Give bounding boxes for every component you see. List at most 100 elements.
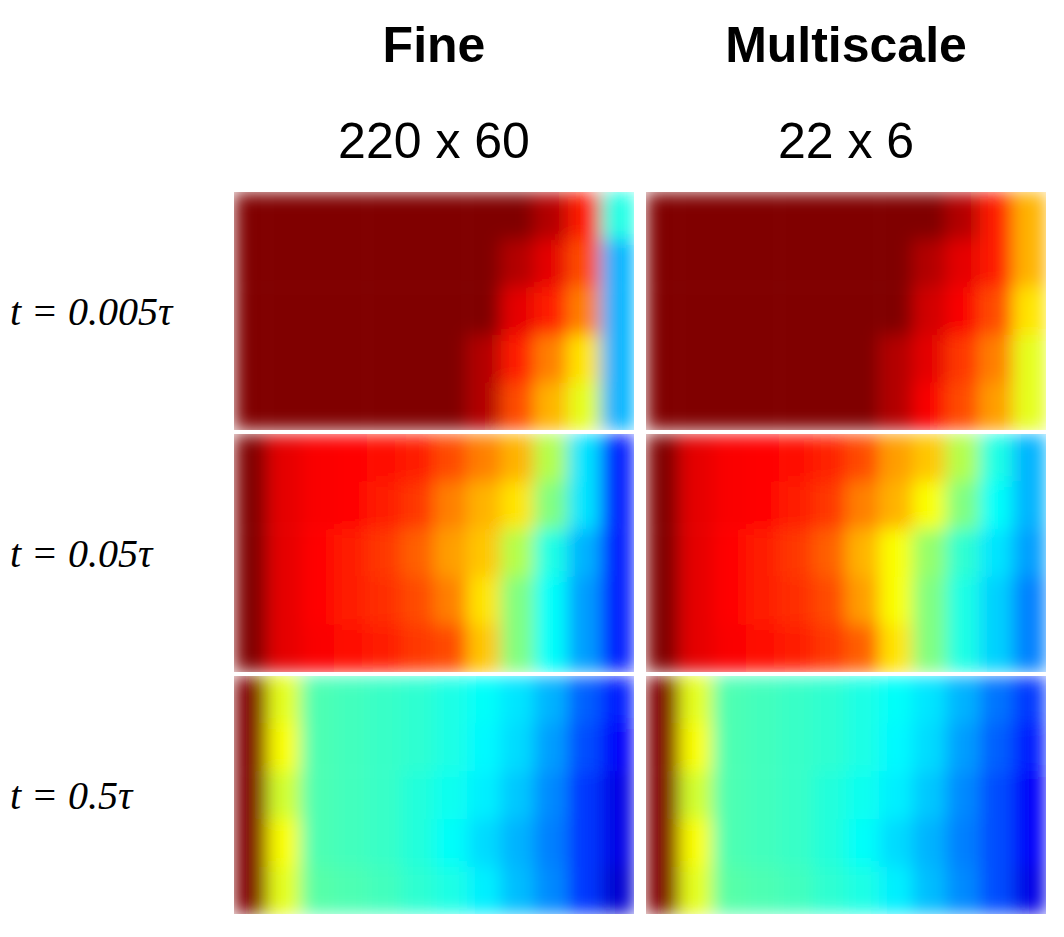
heatmap-cell <box>301 529 335 577</box>
heatmap-cell <box>646 724 680 772</box>
heatmap-cell <box>946 819 980 867</box>
heatmap-cell <box>501 676 535 724</box>
heatmap-cell <box>267 529 301 577</box>
heatmap-cell <box>467 287 501 335</box>
heatmap-cell <box>946 771 980 819</box>
heatmap-cell <box>846 240 880 288</box>
heatmap-cell <box>946 724 980 772</box>
heatmap-cell <box>846 482 880 530</box>
heatmap-cell <box>434 482 468 530</box>
heatmap-cell <box>779 724 813 772</box>
heatmap-cell <box>979 382 1013 430</box>
heatmap-cell <box>913 482 947 530</box>
heatmap-cell <box>846 577 880 625</box>
heatmap-cell <box>746 624 780 672</box>
heatmap-cell <box>334 240 368 288</box>
heatmap-panel <box>646 676 1046 914</box>
heatmap-cell <box>401 577 435 625</box>
heatmap-cell <box>434 819 468 867</box>
heatmap-cell <box>879 240 913 288</box>
heatmap-cell <box>367 529 401 577</box>
heatmap-cell <box>813 866 847 914</box>
heatmap-cell <box>601 866 634 914</box>
heatmap-cell <box>979 192 1013 240</box>
heatmap-cell <box>779 192 813 240</box>
heatmap-cell <box>979 676 1013 724</box>
heatmap-cell <box>267 482 301 530</box>
heatmap-cell <box>746 482 780 530</box>
heatmap-cell <box>567 335 601 383</box>
heatmap-panel <box>646 434 1046 672</box>
heatmap-cell <box>301 382 335 430</box>
heatmap-cell <box>234 434 268 482</box>
heatmap-cell <box>1013 482 1046 530</box>
heatmap-cells <box>234 434 634 672</box>
column-title: Fine <box>383 17 486 73</box>
heatmap-cell <box>534 819 568 867</box>
heatmap-cell <box>713 529 747 577</box>
heatmap-cell <box>434 624 468 672</box>
heatmap-cells <box>646 192 1046 430</box>
heatmap-cell <box>267 577 301 625</box>
heatmap-cell <box>1013 724 1046 772</box>
heatmap-cell <box>979 287 1013 335</box>
heatmap-cell <box>234 287 268 335</box>
heatmap-cell <box>367 382 401 430</box>
heatmap-cell <box>746 335 780 383</box>
heatmap-cell <box>779 577 813 625</box>
heatmap-cell <box>334 624 368 672</box>
heatmap-cell <box>979 434 1013 482</box>
heatmap-cell <box>234 335 268 383</box>
heatmap-cell <box>601 819 634 867</box>
heatmap-cell <box>467 724 501 772</box>
heatmap-cell <box>501 819 535 867</box>
heatmap-cell <box>401 676 435 724</box>
heatmap-cell <box>367 771 401 819</box>
heatmap-cell <box>267 192 301 240</box>
heatmap-cell <box>913 676 947 724</box>
heatmap-cell <box>913 771 947 819</box>
heatmap-cell <box>267 240 301 288</box>
heatmap-cell <box>846 724 880 772</box>
heatmap-cell <box>234 819 268 867</box>
heatmap-cell <box>713 287 747 335</box>
heatmap-panel <box>646 192 1046 430</box>
heatmap-cell <box>913 192 947 240</box>
heatmap-cell <box>534 482 568 530</box>
heatmap-cell <box>879 192 913 240</box>
heatmap-cell <box>434 287 468 335</box>
column-subtitle: 220 x 60 <box>338 113 530 169</box>
heatmap-cell <box>301 287 335 335</box>
heatmap-cell <box>534 771 568 819</box>
heatmap-cell <box>534 624 568 672</box>
heatmap-cell <box>846 819 880 867</box>
heatmap-cell <box>501 529 535 577</box>
row-label: t = 0.05τ <box>10 531 154 576</box>
heatmap-cell <box>913 724 947 772</box>
heatmap-cell <box>646 676 680 724</box>
heatmap-cell <box>913 287 947 335</box>
heatmap-cell <box>434 434 468 482</box>
heatmap-cell <box>913 335 947 383</box>
heatmap-cells <box>234 192 634 430</box>
heatmap-cell <box>946 529 980 577</box>
heatmap-cell <box>813 819 847 867</box>
heatmap-cell <box>679 724 713 772</box>
heatmap-cell <box>601 335 634 383</box>
heatmap-cell <box>334 676 368 724</box>
heatmap-cell <box>267 434 301 482</box>
heatmap-cell <box>979 819 1013 867</box>
heatmap-cell <box>401 240 435 288</box>
heatmap-cell <box>301 434 335 482</box>
heatmap-cell <box>467 866 501 914</box>
heatmap-cell <box>946 287 980 335</box>
heatmap-cell <box>534 192 568 240</box>
heatmap-cell <box>267 287 301 335</box>
heatmap-cell <box>979 866 1013 914</box>
column-subtitle: 22 x 6 <box>778 113 914 169</box>
heatmap-cell <box>501 434 535 482</box>
heatmap-cell <box>746 771 780 819</box>
heatmap-cell <box>879 382 913 430</box>
heatmap-cell <box>646 192 680 240</box>
heatmap-cell <box>401 335 435 383</box>
